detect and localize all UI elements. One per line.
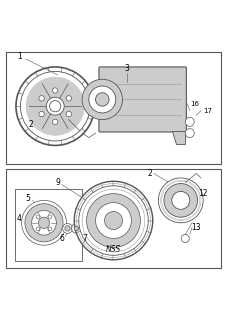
Circle shape [72, 223, 81, 233]
Text: 3: 3 [125, 64, 129, 73]
Polygon shape [172, 131, 185, 144]
Text: 7: 7 [82, 234, 87, 243]
Circle shape [52, 119, 58, 124]
Circle shape [79, 186, 148, 255]
Text: 4: 4 [17, 214, 22, 223]
Circle shape [32, 211, 56, 235]
Circle shape [63, 223, 72, 233]
Text: 1: 1 [17, 52, 22, 61]
Text: NSS: NSS [106, 245, 121, 254]
Bar [6, 52, 221, 164]
Text: 9: 9 [55, 178, 60, 187]
Circle shape [49, 100, 61, 112]
Text: 17: 17 [203, 108, 212, 114]
Circle shape [181, 235, 189, 243]
Text: 12: 12 [198, 189, 208, 198]
Circle shape [82, 79, 123, 120]
Circle shape [185, 117, 194, 126]
Circle shape [89, 86, 116, 113]
Circle shape [36, 215, 40, 219]
Circle shape [52, 88, 58, 93]
Text: 6: 6 [59, 234, 64, 243]
Circle shape [185, 129, 194, 138]
Circle shape [96, 203, 131, 238]
Circle shape [46, 97, 64, 115]
Circle shape [74, 181, 153, 260]
Circle shape [96, 93, 109, 106]
Circle shape [164, 184, 197, 217]
Circle shape [36, 227, 40, 231]
Circle shape [48, 227, 52, 231]
Circle shape [48, 215, 52, 219]
Circle shape [74, 226, 79, 231]
Bar [15, 189, 82, 261]
Circle shape [86, 194, 141, 247]
Circle shape [172, 191, 190, 209]
Circle shape [39, 96, 44, 101]
Bar [6, 169, 221, 268]
Text: 13: 13 [192, 223, 201, 232]
Circle shape [25, 204, 63, 242]
Text: 2: 2 [147, 169, 152, 178]
Circle shape [39, 111, 44, 117]
Circle shape [65, 226, 70, 231]
Circle shape [38, 217, 49, 228]
Circle shape [158, 178, 203, 223]
Circle shape [66, 111, 72, 117]
Circle shape [66, 96, 72, 101]
FancyBboxPatch shape [99, 67, 186, 132]
Circle shape [26, 77, 84, 135]
Circle shape [22, 200, 67, 245]
Text: 16: 16 [190, 101, 199, 107]
Circle shape [104, 212, 123, 229]
Text: 5: 5 [26, 194, 31, 203]
Text: 2: 2 [28, 120, 33, 129]
